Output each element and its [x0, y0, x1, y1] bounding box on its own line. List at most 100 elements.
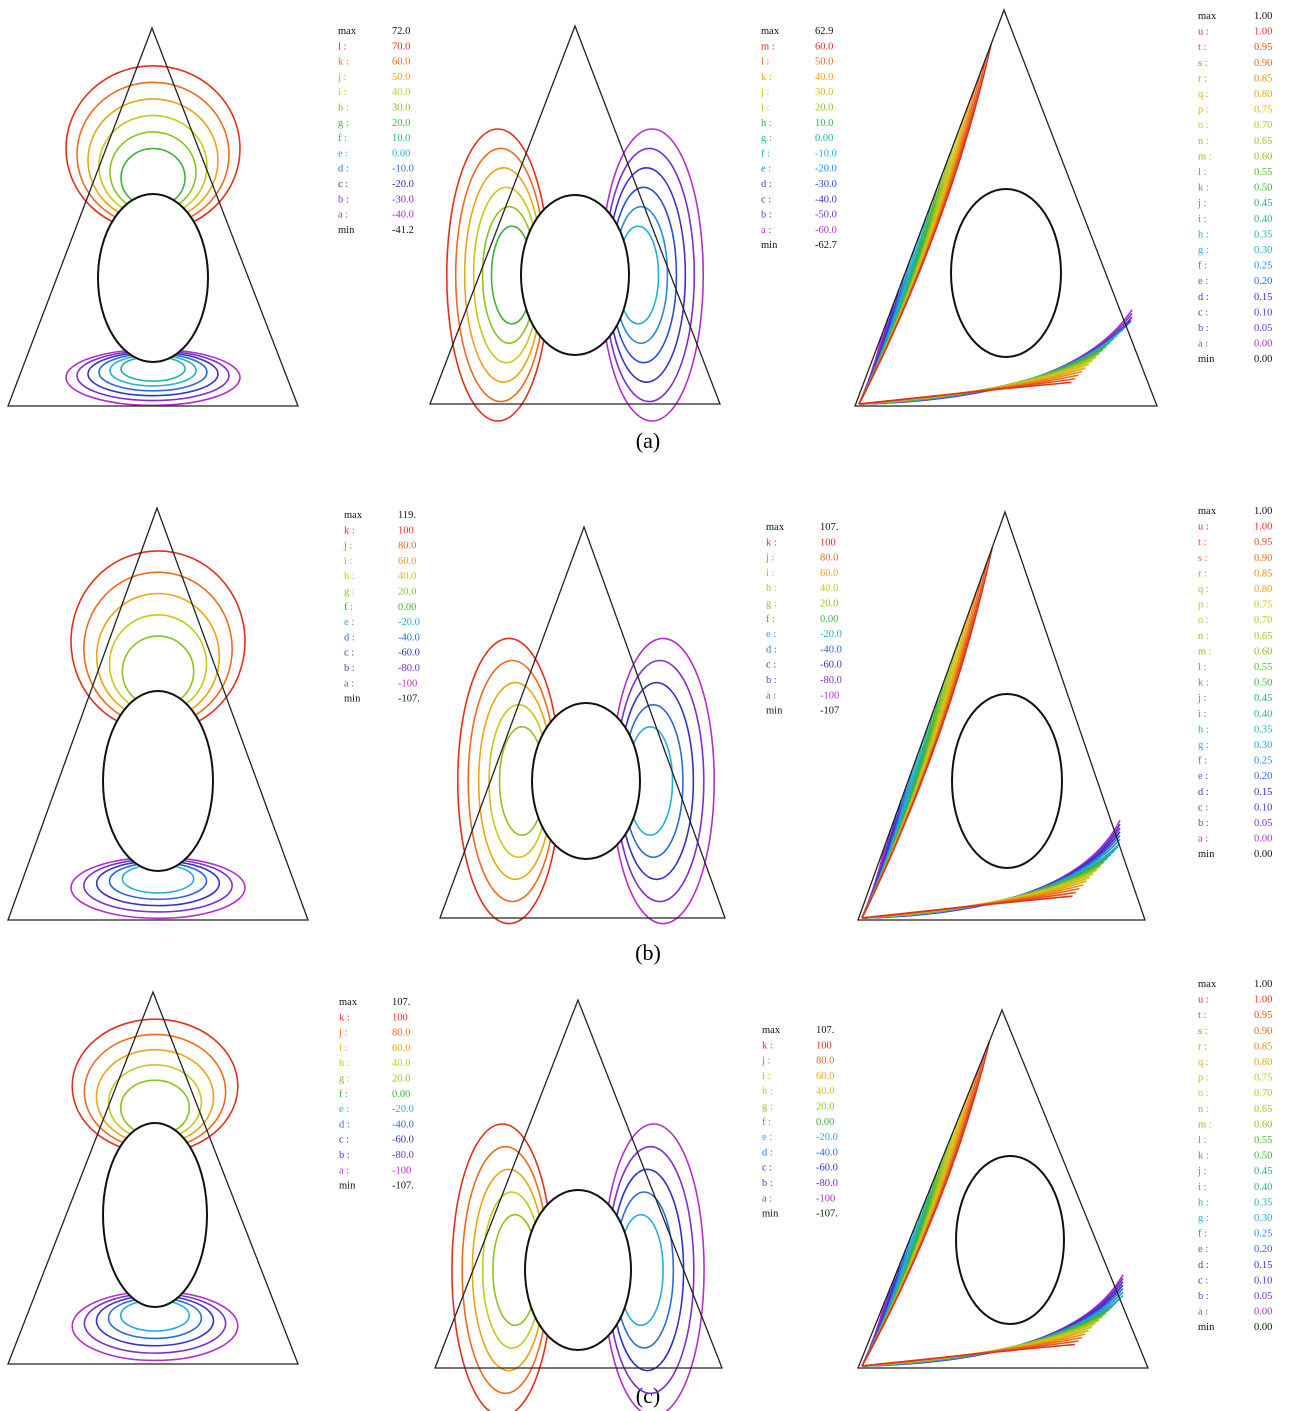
legend-key: f :: [1198, 756, 1207, 767]
legend-key: s :: [1198, 1026, 1208, 1037]
legend-value: -80.0: [392, 1150, 414, 1161]
legend-value: 0.70: [1254, 1088, 1272, 1099]
contour-legend: max 107. k : 100 j : 80.0 i : 60.0 h : 40.0 g : 20.…: [761, 1025, 838, 1220]
legend-key: j :: [1197, 693, 1207, 704]
legend-key: q :: [1198, 89, 1209, 100]
circular-hole: [951, 693, 1063, 869]
legend-value: 80.0: [816, 1056, 834, 1067]
legend-key: i :: [339, 1043, 348, 1054]
legend-key: h :: [762, 1086, 773, 1097]
contour-line: [858, 44, 1072, 405]
legend-value: 0.30: [1254, 245, 1272, 256]
legend-key: a :: [1198, 339, 1208, 350]
legend-value: 30.0: [815, 87, 833, 98]
legend-value: -30.0: [392, 194, 414, 205]
legend-value: 0.00: [1254, 834, 1272, 845]
legend-key: i :: [1198, 1182, 1207, 1193]
legend-key: f :: [766, 614, 775, 625]
legend-value: 50.0: [392, 72, 410, 83]
row-label-c: (c): [636, 1383, 660, 1408]
legend-key: a :: [344, 678, 354, 689]
legend-value: 72.0: [392, 26, 410, 37]
legend-key: a :: [766, 690, 776, 701]
legend-key: h :: [339, 1058, 350, 1069]
legend-key: k :: [761, 72, 772, 83]
legend-key: min: [762, 1209, 779, 1220]
legend-key: e :: [761, 164, 771, 175]
legend-key: max: [1198, 506, 1217, 517]
legend-key: m :: [1198, 151, 1212, 162]
legend-value: 0.65: [1254, 1104, 1272, 1115]
legend-value: 0.60: [1254, 646, 1272, 657]
legend-key: a :: [1198, 1307, 1208, 1318]
legend-key: k :: [339, 1012, 350, 1023]
legend-key: g :: [766, 599, 777, 610]
legend-key: u :: [1198, 522, 1209, 533]
legend-key: d :: [762, 1147, 773, 1158]
legend-value: 0.90: [1254, 58, 1272, 69]
panel-c-2: max 107. k : 100 j : 80.0 i : 60.0 h : 40.0 g : 20.…: [434, 998, 838, 1411]
legend-key: d :: [344, 632, 355, 643]
legend-key: a :: [762, 1193, 772, 1204]
contour-legend: max 1.00 u : 1.00 t : 0.95 s : 0.90 r : 0.85 q : 0.…: [1197, 979, 1272, 1333]
legend-value: -20.0: [816, 1132, 838, 1143]
legend-value: 0.80: [1254, 89, 1272, 100]
legend-key: j :: [1197, 1166, 1207, 1177]
legend-key: t :: [1198, 537, 1207, 548]
legend-key: c :: [344, 648, 354, 659]
contour-legend: max 1.00 u : 1.00 t : 0.95 s : 0.90 r : 0.85 q : 0.…: [1197, 506, 1272, 860]
legend-value: 0.50: [1254, 678, 1272, 689]
legend-key: h :: [761, 118, 772, 129]
legend-key: i :: [338, 87, 347, 98]
legend-value: 0.90: [1254, 1026, 1272, 1037]
legend-value: 0.95: [1254, 1010, 1272, 1021]
legend-key: m :: [761, 41, 775, 52]
legend-key: g :: [761, 133, 772, 144]
legend-key: c :: [766, 660, 776, 671]
legend-key: a :: [761, 225, 771, 236]
legend-value: 0.65: [1254, 631, 1272, 642]
legend-value: 0.05: [1254, 323, 1272, 334]
legend-key: i :: [761, 103, 770, 114]
legend-value: 0.75: [1254, 1073, 1272, 1084]
legend-key: h :: [1198, 1197, 1209, 1208]
triangle-domain: [857, 510, 1146, 921]
legend-key: b :: [1198, 1291, 1209, 1302]
contour-lines: [858, 44, 1133, 405]
legend-value: 0.30: [1254, 1213, 1272, 1224]
legend-key: a :: [1198, 834, 1208, 845]
legend-value: 0.55: [1254, 1135, 1272, 1146]
legend-value: 0.20: [1254, 276, 1272, 287]
legend-value: -41.2: [392, 225, 414, 236]
legend-key: n :: [1198, 631, 1209, 642]
legend-value: 80.0: [398, 541, 416, 552]
legend-value: 0.10: [1254, 802, 1272, 813]
legend-key: d :: [339, 1119, 350, 1130]
triangle-domain: [7, 990, 299, 1365]
contour-legend: max 1.00 u : 1.00 t : 0.95 s : 0.90 r : 0.85 q : 0.…: [1197, 11, 1272, 365]
legend-key: min: [344, 694, 361, 705]
legend-value: 0.70: [1254, 615, 1272, 626]
legend-key: g :: [1198, 740, 1209, 751]
legend-key: g :: [339, 1074, 350, 1085]
legend-key: k :: [344, 525, 355, 536]
legend-value: 62.9: [815, 26, 833, 37]
legend-key: l :: [1198, 167, 1207, 178]
legend-value: 60.0: [398, 556, 416, 567]
legend-value: 0.80: [1254, 1057, 1272, 1068]
legend-key: g :: [1198, 1213, 1209, 1224]
legend-key: q :: [1198, 1057, 1209, 1068]
legend-key: e :: [339, 1104, 349, 1115]
legend-value: 1.00: [1254, 979, 1272, 990]
legend-key: k :: [762, 1040, 773, 1051]
legend-value: 1.00: [1254, 506, 1272, 517]
legend-key: a :: [339, 1165, 349, 1176]
circular-hole: [102, 690, 214, 872]
legend-key: t :: [1198, 1010, 1207, 1021]
legend-value: 100: [820, 537, 836, 548]
legend-value: 40.0: [392, 87, 410, 98]
legend-key: j :: [765, 553, 775, 564]
legend-value: 1.00: [1254, 11, 1272, 22]
legend-value: -60.0: [392, 1135, 414, 1146]
legend-value: -107.: [816, 1209, 838, 1220]
